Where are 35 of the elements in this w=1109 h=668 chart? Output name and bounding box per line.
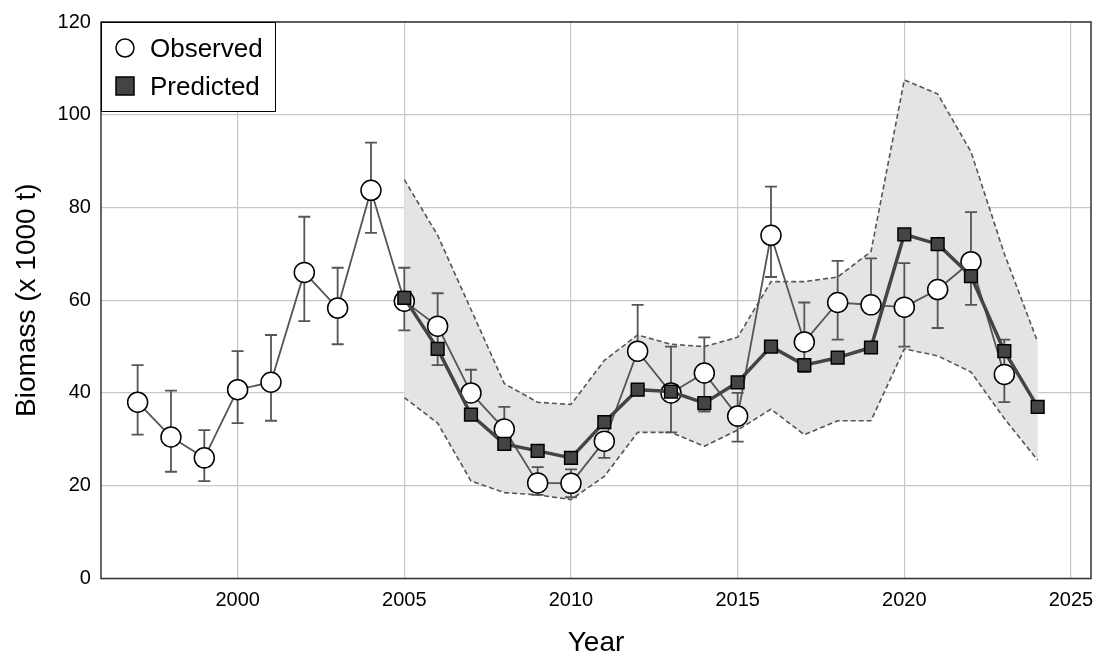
x-tick-label: 2015: [715, 587, 760, 610]
point: [797, 358, 812, 373]
legend-label: Observed: [149, 32, 263, 65]
point: [530, 443, 545, 459]
point: [1030, 399, 1045, 414]
point: [563, 450, 579, 465]
x-tick-label: 2010: [548, 587, 594, 610]
point: [863, 340, 879, 355]
x-axis-title: Year: [567, 625, 625, 657]
y-tick-label: 80: [68, 194, 91, 217]
point: [463, 407, 479, 422]
point: [497, 436, 512, 452]
y-axis-title: Biomass (x 1000 t): [9, 183, 41, 417]
x-tick-label: 2005: [382, 587, 427, 610]
x-tick-label: 2020: [882, 587, 927, 610]
point: [730, 375, 745, 390]
point: [830, 350, 845, 365]
point: [630, 382, 645, 397]
point: [930, 236, 945, 252]
x-tick-label: 2000: [215, 587, 260, 610]
y-tick-label: 0: [79, 565, 91, 588]
point: [897, 227, 912, 242]
point: [763, 339, 779, 354]
y-tick-label: 120: [57, 9, 91, 32]
point: [697, 396, 712, 411]
point: [597, 415, 612, 430]
x-tick-label: 2025: [1048, 587, 1094, 610]
y-tick-label: 60: [68, 287, 91, 310]
point: [997, 344, 1012, 359]
y-tick-label: 20: [68, 473, 91, 496]
y-tick-label: 100: [57, 102, 91, 125]
y-tick-label: 40: [68, 380, 91, 403]
legend-label: Predicted: [149, 70, 260, 103]
point: [430, 341, 445, 356]
point: [963, 268, 979, 284]
